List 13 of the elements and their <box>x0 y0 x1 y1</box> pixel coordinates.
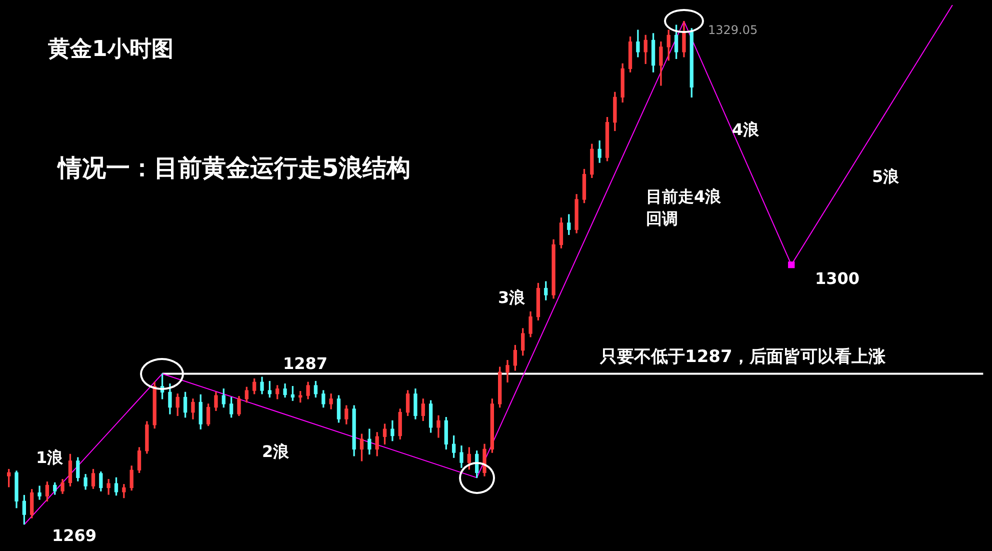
annotation: 1329.05 <box>708 22 758 38</box>
annotation: 1287 <box>283 353 328 375</box>
annotation: 目前走4浪回调 <box>646 186 722 230</box>
annotation: 3浪 <box>498 287 526 309</box>
annotation: 4浪 <box>732 119 760 141</box>
annotation: 只要不低于1287，后面皆可以看上涨 <box>600 346 886 369</box>
annotation: 2浪 <box>262 441 290 463</box>
annotation: 1浪 <box>36 447 64 469</box>
text: 黄金1小时图 <box>48 36 174 64</box>
text: 情况一：目前黄金运行走5浪结构 <box>58 153 411 184</box>
annotation: 1300 <box>815 268 860 290</box>
text: 1269 <box>52 525 97 547</box>
annotation: 5浪 <box>872 166 900 188</box>
